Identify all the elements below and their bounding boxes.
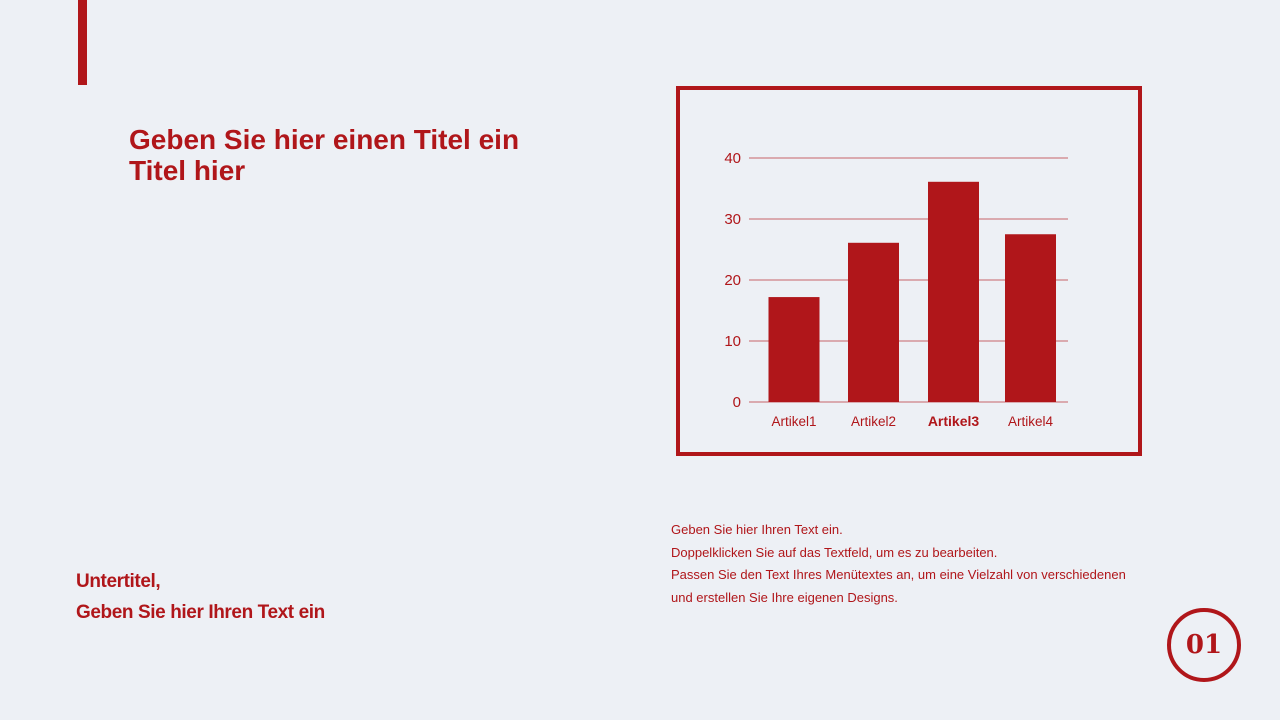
x-tick-label: Artikel2 (851, 414, 896, 429)
x-tick-label: Artikel3 (928, 413, 980, 429)
title-line: Titel hier (129, 155, 246, 186)
subtitle-line: Untertitel, (76, 571, 161, 592)
body-line: und erstellen Sie Ihre eigenen Designs. (671, 589, 898, 605)
bar-artikel1 (768, 297, 820, 402)
slide-title[interactable]: Geben Sie hier einen Titel ein Titel hie… (129, 124, 519, 186)
y-tick-label: 30 (724, 211, 741, 228)
bar-artikel2 (848, 242, 899, 402)
x-tick-label: Artikel1 (771, 414, 816, 429)
bar-artikel4 (1005, 234, 1056, 402)
y-tick-label: 0 (733, 394, 741, 411)
title-line: Geben Sie hier einen Titel ein (129, 124, 520, 155)
body-line: Passen Sie den Text Ihres Menütextes an,… (671, 567, 1126, 582)
accent-bar (78, 0, 87, 85)
body-line: Geben Sie hier Ihren Text ein. (671, 522, 843, 537)
y-tick-label: 20 (724, 272, 741, 289)
body-line: Doppelklicken Sie auf das Textfeld, um e… (671, 544, 998, 560)
y-tick-label: 40 (724, 150, 741, 167)
chart-frame (676, 86, 1142, 456)
y-tick-label: 10 (724, 333, 741, 350)
page-number-badge: 01 (1167, 608, 1241, 682)
subtitle-line: Geben Sie hier Ihren Text ein (76, 602, 325, 623)
body-text[interactable]: Geben Sie hier Ihren Text ein. Doppelkli… (671, 519, 1126, 609)
x-tick-label: Artikel4 (1008, 414, 1054, 429)
subtitle[interactable]: Untertitel, Geben Sie hier Ihren Text ei… (76, 566, 325, 628)
bar-artikel3 (928, 181, 979, 402)
